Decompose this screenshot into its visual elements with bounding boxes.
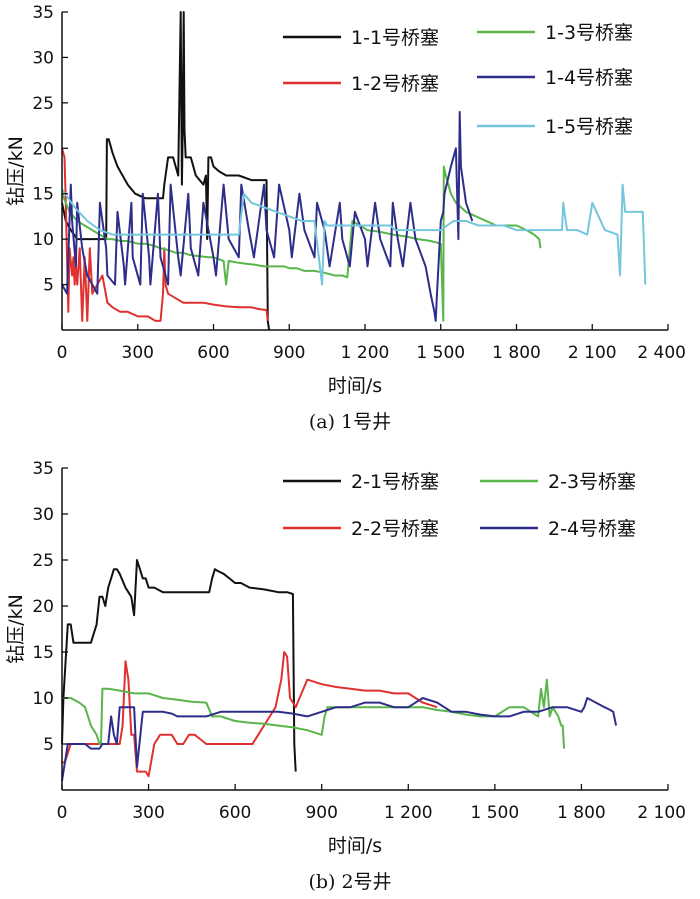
y-tick-label: 25 xyxy=(32,94,54,114)
panel-a: 0 300 600 900 1 200 1 500 1 800 2 100 2 400 5 10 15… xyxy=(5,3,686,433)
legend-label: 1-1号桥塞 xyxy=(351,27,439,49)
y-tick-label: 35 xyxy=(32,3,54,23)
x-tick-label: 1 200 xyxy=(384,803,433,823)
y-tick-label: 10 xyxy=(32,689,54,709)
x-tick-label: 300 xyxy=(132,803,164,823)
x-tick-label: 600 xyxy=(219,803,251,823)
x-tick-label: 1 500 xyxy=(471,803,520,823)
legend-label: 2-2号桥塞 xyxy=(351,518,439,540)
y-tick-label: 20 xyxy=(32,597,54,617)
legend-label: 2-4号桥塞 xyxy=(548,518,636,540)
y-tick-label: 35 xyxy=(32,459,54,479)
y-tick-label: 15 xyxy=(32,643,54,663)
x-tick-label: 900 xyxy=(273,343,305,363)
y-tick-label: 30 xyxy=(32,48,54,68)
panel-caption: (b) 2号井 xyxy=(308,871,391,893)
x-tick-label: 600 xyxy=(197,343,229,363)
series-line-4 xyxy=(61,110,474,322)
series-line-3 xyxy=(62,678,566,749)
y-axis-title: 钻压/kN xyxy=(5,136,27,206)
y-tick-label: 5 xyxy=(43,735,54,755)
y-axis-title: 钻压/kN xyxy=(5,594,27,664)
y-tick-label: 15 xyxy=(32,185,54,205)
y-tick-label: 10 xyxy=(32,230,54,250)
legend-label: 1-2号桥塞 xyxy=(351,73,439,95)
y-tick-label: 5 xyxy=(43,276,54,296)
legend-label: 1-5号桥塞 xyxy=(545,116,633,138)
y-tick-label: 30 xyxy=(32,505,54,525)
x-tick-label: 300 xyxy=(122,343,154,363)
x-tick-label: 900 xyxy=(305,803,337,823)
x-tick-label: 1 800 xyxy=(492,343,541,363)
x-axis-title: 时间/s xyxy=(328,375,382,397)
series-line-3 xyxy=(61,165,542,322)
x-tick-label: 2 100 xyxy=(568,343,617,363)
series-line-4 xyxy=(61,697,618,781)
legend-label: 2-1号桥塞 xyxy=(351,471,439,493)
series-line-1 xyxy=(61,559,297,772)
x-tick-label: 0 xyxy=(57,343,68,363)
panel-caption: (a) 1号井 xyxy=(309,411,391,433)
y-tick-label: 25 xyxy=(32,551,54,571)
x-tick-label: 1 800 xyxy=(557,803,606,823)
x-tick-label: 1 500 xyxy=(416,343,465,363)
legend-label: 1-3号桥塞 xyxy=(545,22,633,44)
series-line-1 xyxy=(61,11,271,331)
series-line-5 xyxy=(61,183,647,286)
x-axis-title: 时间/s xyxy=(328,835,382,857)
series-line-2 xyxy=(61,148,269,322)
x-tick-label: 2 400 xyxy=(637,343,686,363)
legend-label: 1-4号桥塞 xyxy=(545,67,633,89)
panel-b: 0 300 600 900 1 200 1 500 1 800 2 100 5 10 15 20 25 3… xyxy=(5,459,686,893)
x-tick-label: 1 200 xyxy=(341,343,390,363)
x-tick-label: 2 100 xyxy=(637,803,686,823)
y-tick-label: 20 xyxy=(32,139,54,159)
legend-label: 2-3号桥塞 xyxy=(548,471,636,493)
x-tick-label: 0 xyxy=(57,803,68,823)
